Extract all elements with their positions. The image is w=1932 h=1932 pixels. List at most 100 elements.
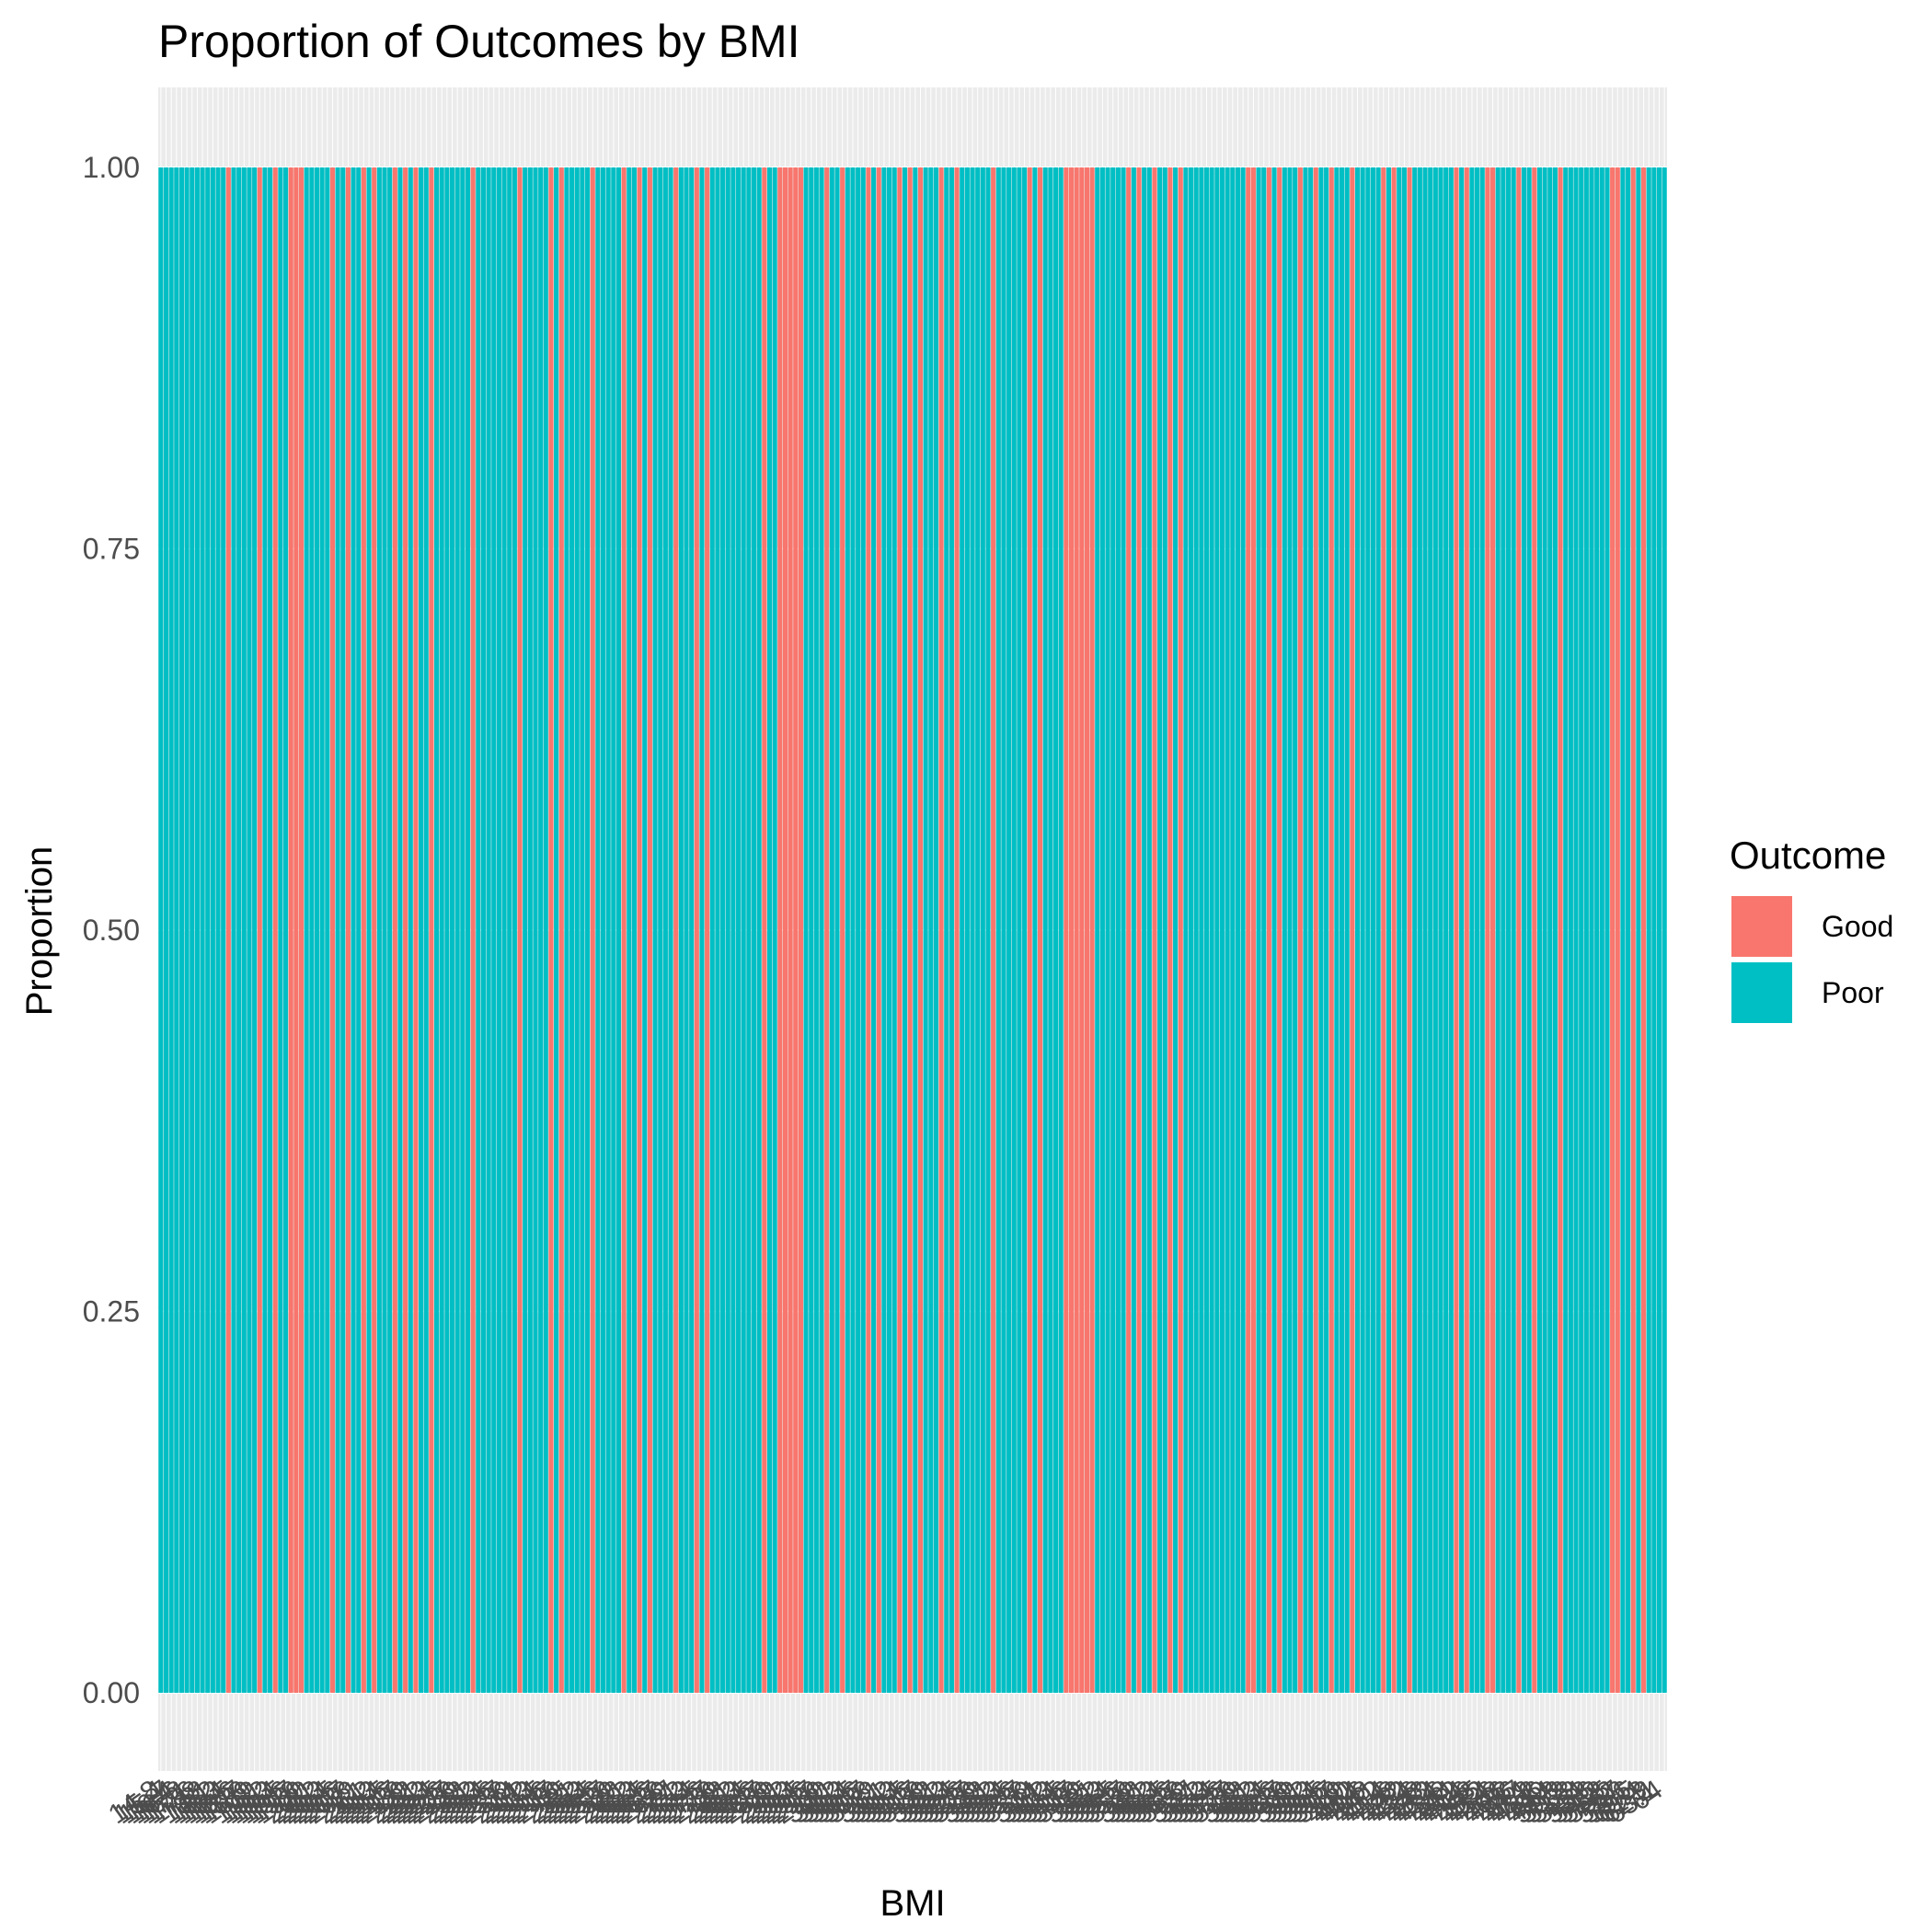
bar-poor: [891, 167, 897, 1693]
bar-poor: [569, 167, 575, 1693]
bar-poor: [881, 167, 887, 1693]
bar-poor: [1448, 167, 1454, 1693]
x-axis-title: BMI: [880, 1883, 945, 1924]
bar-poor: [168, 167, 174, 1693]
bar-poor: [1261, 167, 1267, 1693]
bar-poor: [1594, 167, 1600, 1693]
bar-poor: [1287, 167, 1293, 1693]
bar-good: [762, 167, 767, 1693]
bar-poor: [1599, 167, 1604, 1693]
bar-good: [1532, 167, 1537, 1693]
bar-poor: [611, 167, 616, 1693]
bar-good: [1084, 167, 1089, 1693]
bar-poor: [1604, 167, 1610, 1693]
bar-poor: [1636, 167, 1641, 1693]
bar-poor: [845, 167, 850, 1693]
bar-good: [272, 167, 278, 1693]
bar-good: [917, 167, 924, 1693]
bar-poor: [1219, 167, 1225, 1693]
bar-poor: [595, 167, 601, 1693]
bar-poor: [1563, 167, 1569, 1693]
bar-poor: [340, 167, 346, 1693]
bar-poor: [533, 167, 538, 1693]
bar-poor: [1428, 167, 1433, 1693]
bar-poor: [600, 167, 606, 1693]
bar-poor: [1542, 167, 1547, 1693]
bar-poor: [507, 167, 512, 1693]
bar-poor: [736, 167, 742, 1693]
bar-poor: [803, 167, 809, 1693]
y-tick-label: 1.00: [83, 151, 140, 184]
bar-poor: [1370, 167, 1376, 1693]
bar-good: [517, 167, 523, 1693]
bar-poor: [439, 167, 444, 1693]
bar-poor: [944, 167, 949, 1693]
bar-poor: [190, 167, 195, 1693]
legend-key-good: [1731, 896, 1792, 957]
bar-poor: [387, 167, 393, 1693]
bar-poor: [262, 167, 268, 1693]
bar-poor: [174, 167, 179, 1693]
bar-poor: [268, 167, 273, 1693]
bar-poor: [574, 167, 580, 1693]
bar-poor: [627, 167, 632, 1693]
bar-poor: [1022, 167, 1028, 1693]
bar-poor: [1199, 167, 1204, 1693]
bar-good: [293, 167, 299, 1693]
bar-poor: [1521, 167, 1527, 1693]
bar-poor: [615, 167, 622, 1693]
bar-poor: [278, 167, 283, 1693]
bar-good: [1381, 167, 1386, 1693]
bar-poor: [491, 167, 497, 1693]
bar-poor: [995, 167, 1001, 1693]
bar-poor: [1469, 167, 1475, 1693]
bar-poor: [1397, 167, 1402, 1693]
bar-poor: [871, 167, 877, 1693]
bar-poor: [382, 167, 387, 1693]
bar-poor: [1568, 167, 1573, 1693]
bar-good: [1328, 167, 1334, 1693]
bar-poor: [1162, 167, 1167, 1693]
bar-poor: [766, 167, 773, 1693]
bar-good: [897, 167, 903, 1693]
bar-good: [1610, 167, 1616, 1693]
bar-good: [413, 167, 419, 1693]
bar-good: [1250, 167, 1256, 1693]
bar-poor: [1662, 167, 1667, 1693]
bar-poor: [658, 167, 663, 1693]
legend-label-poor: Poor: [1822, 976, 1884, 1009]
bar-good: [1313, 167, 1318, 1693]
bar-poor: [304, 167, 309, 1693]
bar-good: [470, 167, 476, 1693]
bar-poor: [434, 167, 440, 1693]
bar-poor: [178, 167, 184, 1693]
bar-good: [1079, 167, 1085, 1693]
bar-poor: [163, 167, 169, 1693]
bar-poor: [834, 167, 840, 1693]
bar-good: [621, 167, 627, 1693]
bar-good: [991, 167, 996, 1693]
bar-poor: [423, 167, 429, 1693]
bar-good: [793, 167, 799, 1693]
bar-good: [1558, 167, 1563, 1693]
bar-poor: [444, 167, 450, 1693]
bar-good: [1516, 167, 1522, 1693]
bar-poor: [376, 167, 382, 1693]
bar-poor: [1189, 167, 1194, 1693]
bar-poor: [496, 167, 501, 1693]
bar-good: [1350, 167, 1355, 1693]
bar-poor: [829, 167, 834, 1693]
bar-poor: [720, 167, 726, 1693]
bar-poor: [1058, 167, 1064, 1693]
bar-poor: [1142, 167, 1147, 1693]
bar-poor: [652, 167, 658, 1693]
bar-poor: [975, 167, 981, 1693]
bar-poor: [397, 167, 403, 1693]
bar-poor: [1626, 167, 1631, 1693]
bar-poor: [1422, 167, 1428, 1693]
bar-poor: [668, 167, 673, 1693]
bar-poor: [1552, 167, 1558, 1693]
bar-poor: [1240, 167, 1246, 1693]
bar-poor: [351, 167, 356, 1693]
bar-poor: [1479, 167, 1485, 1693]
